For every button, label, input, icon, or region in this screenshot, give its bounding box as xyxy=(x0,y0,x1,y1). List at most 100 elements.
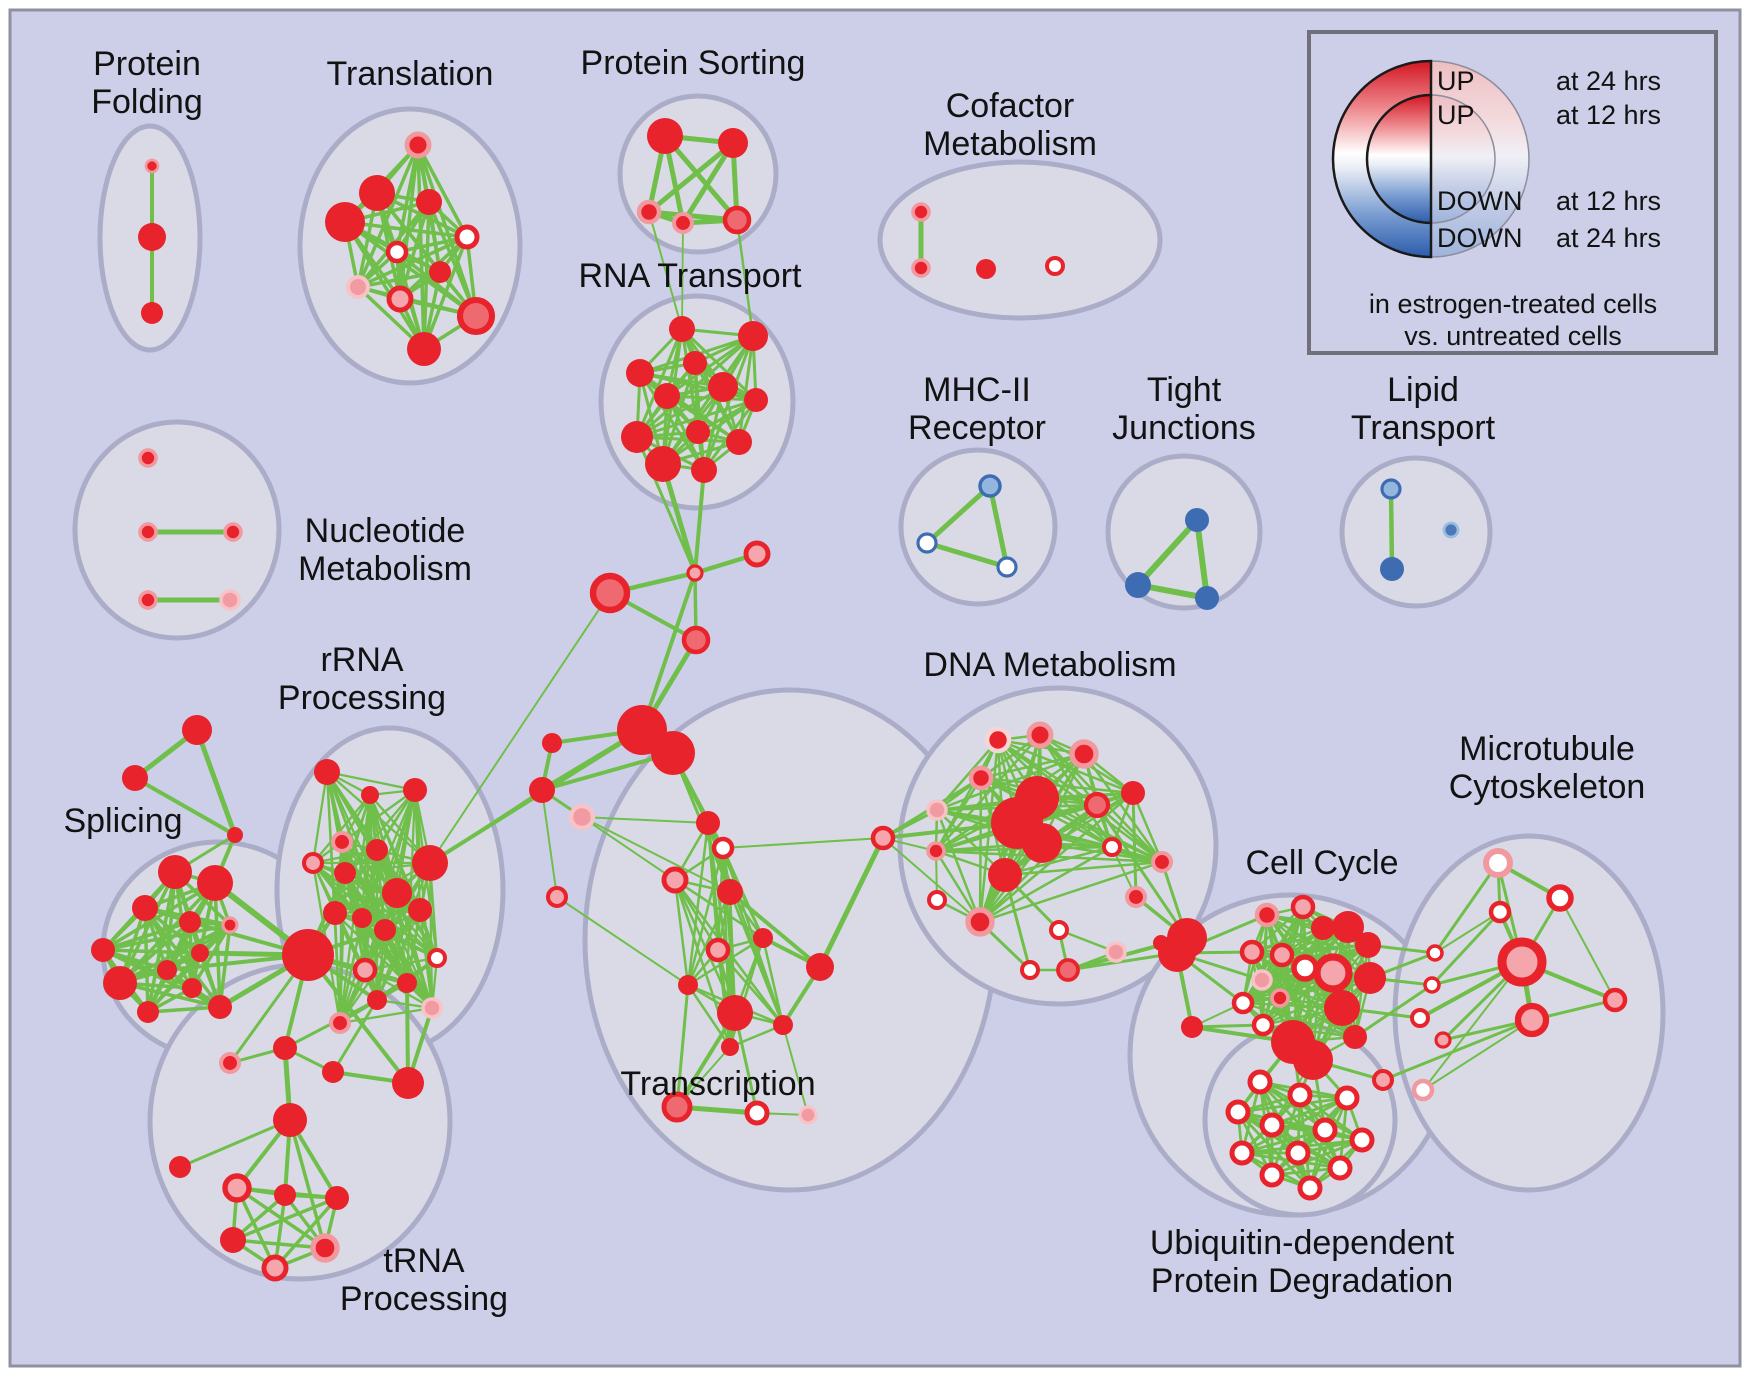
network-node-RT3 xyxy=(683,351,707,375)
network-node-TB2 xyxy=(274,1184,296,1206)
network-node-CH1 xyxy=(686,564,704,582)
network-edge xyxy=(101,948,202,955)
network-edge xyxy=(924,540,1010,570)
network-node-BR1 xyxy=(870,825,896,851)
network-node-S4 xyxy=(91,938,115,962)
network-edge xyxy=(338,916,364,1025)
network-node-C11 xyxy=(1251,969,1273,991)
network-node-D20 xyxy=(1124,885,1148,909)
network-node-D18 xyxy=(1020,960,1040,980)
legend-inner-12hrs xyxy=(1365,93,1433,225)
network-node-R1 xyxy=(314,759,340,785)
network-edge xyxy=(1559,897,1616,1001)
network-edge xyxy=(1131,791,1164,864)
network-edge xyxy=(1135,517,1200,588)
network-edge xyxy=(693,361,741,444)
network-node-C15 xyxy=(1324,990,1360,1026)
network-edge xyxy=(146,1005,222,1014)
network-node-RT2 xyxy=(738,321,768,351)
cluster-label-ubiquitin-degradation: Protein Degradation xyxy=(1151,1262,1453,1300)
cluster-label-splicing: Splicing xyxy=(63,802,182,840)
legend-down-12-time: at 12 hrs xyxy=(1556,186,1661,216)
network-node-D17 xyxy=(1049,920,1069,940)
cluster-label-tight-junctions: Tight xyxy=(1147,371,1222,409)
network-node-P2 xyxy=(1411,1078,1435,1102)
network-node-TU1 xyxy=(273,1036,297,1060)
network-node-M6 xyxy=(1514,1002,1550,1038)
network-edge xyxy=(675,983,690,1109)
network-edge xyxy=(665,334,755,398)
network-edge xyxy=(1003,845,1114,877)
network-node-R8 xyxy=(382,878,412,908)
network-node-U2 xyxy=(1287,1082,1313,1108)
network-node-U1 xyxy=(1247,1069,1273,1095)
network-node-TB5 xyxy=(310,1233,340,1263)
network-edge xyxy=(218,923,232,1009)
network-edge xyxy=(978,791,1135,924)
network-node-T7 xyxy=(429,261,451,283)
network-node-PF2 xyxy=(138,223,166,251)
network-node-U4 xyxy=(1225,1099,1251,1125)
network-edge xyxy=(146,951,202,1014)
network-node-TX18 xyxy=(806,953,834,981)
network-node-C9 xyxy=(1313,953,1353,993)
network-node-CM3 xyxy=(976,259,996,279)
network-node-M1 xyxy=(1483,848,1513,878)
cluster-label-cofactor-metabolism: Metabolism xyxy=(923,125,1097,163)
network-node-C12 xyxy=(1231,991,1255,1015)
cluster-label-protein-folding: Protein xyxy=(93,45,201,83)
network-edge xyxy=(356,235,469,289)
network-edge xyxy=(333,848,379,915)
network-node-D9 xyxy=(1022,823,1062,863)
network-edge xyxy=(101,923,232,952)
network-node-R9 xyxy=(412,845,448,881)
cluster-label-trna-processing: Processing xyxy=(340,1280,508,1318)
network-node-MW1 xyxy=(1426,944,1444,962)
network-edge xyxy=(686,936,765,987)
network-edge xyxy=(716,948,785,1027)
network-node-T11 xyxy=(407,332,441,366)
network-edge xyxy=(1082,752,1164,864)
network-node-HUB2 xyxy=(651,731,695,775)
network-node-U7 xyxy=(1349,1127,1375,1153)
network-node-D15 xyxy=(965,907,995,937)
network-edge xyxy=(1430,910,1502,987)
cluster-label-rna-transport: RNA Transport xyxy=(579,257,803,295)
cluster-label-rrna-processing: Processing xyxy=(278,679,446,717)
network-node-PF1 xyxy=(144,158,160,174)
network-edge xyxy=(1038,733,1114,849)
legend-inner-right-pale xyxy=(1430,94,1496,224)
network-node-D14 xyxy=(988,858,1022,892)
network-node-T3 xyxy=(325,202,365,242)
cluster-ellipse-cofactor-metabolism xyxy=(877,159,1163,321)
cluster-label-microtubule-cytoskeleton: Microtubule xyxy=(1459,730,1635,768)
network-node-TX15 xyxy=(661,1091,693,1123)
network-edge xyxy=(333,911,342,1025)
network-edge xyxy=(231,1238,327,1250)
network-node-PS3 xyxy=(636,199,662,225)
network-edge xyxy=(416,143,469,239)
network-node-PS4 xyxy=(671,211,695,235)
network-edge xyxy=(331,998,379,1074)
network-node-CM4 xyxy=(1045,256,1065,276)
network-node-RT11 xyxy=(645,446,681,482)
network-edge xyxy=(635,398,758,439)
network-node-M3 xyxy=(1488,900,1512,924)
network-node-C8 xyxy=(1291,954,1319,982)
network-node-MH1 xyxy=(978,474,1002,498)
legend-down-24-time: at 24 hrs xyxy=(1556,223,1661,253)
network-node-S7 xyxy=(103,966,137,1000)
network-edge xyxy=(693,468,706,575)
network-edge xyxy=(686,846,725,987)
network-edge xyxy=(1278,996,1357,1039)
network-node-PF3 xyxy=(141,302,163,324)
network-node-TI xyxy=(169,1156,191,1178)
network-node-U9 xyxy=(1285,1140,1311,1166)
network-edge xyxy=(333,908,422,915)
network-node-TB3 xyxy=(325,1186,349,1210)
network-node-U6 xyxy=(1312,1117,1338,1143)
cluster-label-protein-sorting: Protein Sorting xyxy=(581,44,806,82)
network-node-TR3 xyxy=(227,827,243,843)
network-edge xyxy=(1388,486,1395,572)
